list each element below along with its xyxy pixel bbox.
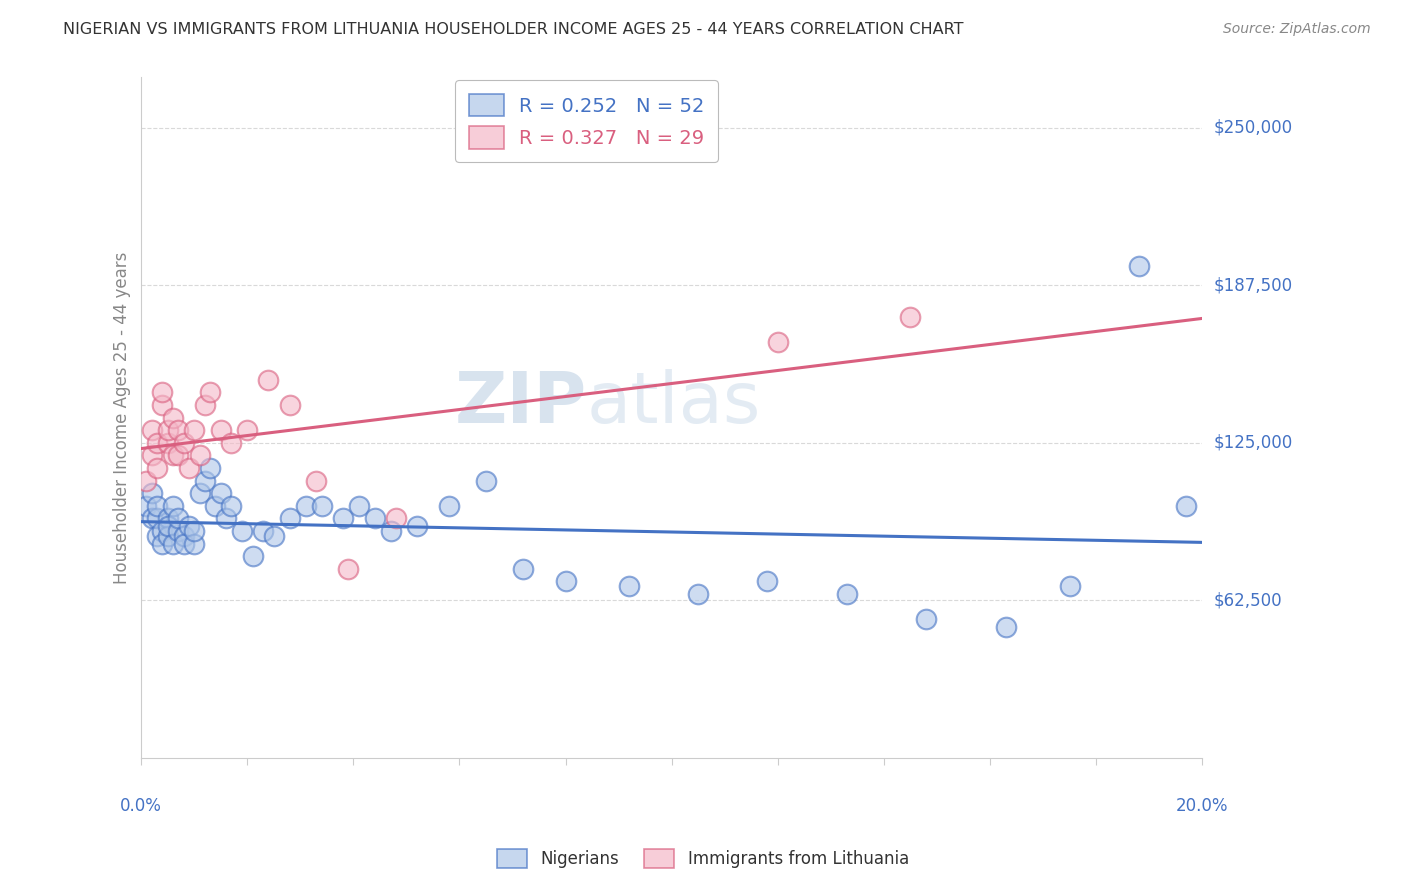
- Point: [146, 499, 169, 513]
- Point: [150, 398, 173, 412]
- Point: [167, 524, 190, 538]
- Point: [156, 519, 179, 533]
- Point: [183, 423, 205, 437]
- Point: [380, 524, 402, 538]
- Point: [305, 474, 328, 488]
- Text: $187,500: $187,500: [1213, 277, 1292, 294]
- Point: [278, 511, 301, 525]
- Point: [162, 410, 184, 425]
- Point: [1175, 499, 1198, 513]
- Point: [915, 612, 938, 626]
- Point: [221, 435, 243, 450]
- Point: [1059, 579, 1081, 593]
- Point: [209, 423, 232, 437]
- Point: [1128, 260, 1150, 274]
- Text: ZIP: ZIP: [454, 369, 586, 439]
- Point: [619, 579, 641, 593]
- Text: $250,000: $250,000: [1213, 119, 1292, 136]
- Point: [146, 511, 169, 525]
- Point: [183, 536, 205, 550]
- Point: [162, 536, 184, 550]
- Point: [177, 519, 200, 533]
- Point: [385, 511, 408, 525]
- Point: [231, 524, 253, 538]
- Text: 0.0%: 0.0%: [121, 797, 162, 814]
- Y-axis label: Householder Income Ages 25 - 44 years: Householder Income Ages 25 - 44 years: [114, 252, 131, 583]
- Point: [141, 486, 163, 500]
- Point: [156, 529, 179, 543]
- Point: [167, 511, 190, 525]
- Point: [150, 385, 173, 400]
- Point: [406, 519, 429, 533]
- Point: [156, 511, 179, 525]
- Point: [236, 423, 259, 437]
- Point: [173, 529, 195, 543]
- Point: [167, 423, 190, 437]
- Point: [146, 461, 169, 475]
- Point: [162, 448, 184, 462]
- Point: [363, 511, 385, 525]
- Point: [135, 499, 157, 513]
- Point: [332, 511, 354, 525]
- Point: [141, 448, 163, 462]
- Text: Source: ZipAtlas.com: Source: ZipAtlas.com: [1223, 22, 1371, 37]
- Point: [150, 524, 173, 538]
- Point: [835, 587, 858, 601]
- Point: [221, 499, 243, 513]
- Point: [177, 461, 200, 475]
- Point: [198, 385, 221, 400]
- Point: [141, 511, 163, 525]
- Point: [167, 448, 190, 462]
- Point: [437, 499, 460, 513]
- Point: [900, 310, 922, 324]
- Point: [162, 499, 184, 513]
- Point: [278, 398, 301, 412]
- Point: [146, 529, 169, 543]
- Point: [146, 435, 169, 450]
- Text: $125,000: $125,000: [1213, 434, 1292, 451]
- Point: [512, 562, 534, 576]
- Text: NIGERIAN VS IMMIGRANTS FROM LITHUANIA HOUSEHOLDER INCOME AGES 25 - 44 YEARS CORR: NIGERIAN VS IMMIGRANTS FROM LITHUANIA HO…: [63, 22, 963, 37]
- Point: [156, 423, 179, 437]
- Point: [257, 373, 280, 387]
- Point: [209, 486, 232, 500]
- Point: [156, 435, 179, 450]
- Text: atlas: atlas: [586, 369, 761, 439]
- Point: [242, 549, 264, 563]
- Point: [475, 474, 498, 488]
- Point: [141, 423, 163, 437]
- Point: [688, 587, 710, 601]
- Text: $62,500: $62,500: [1213, 591, 1282, 609]
- Point: [337, 562, 360, 576]
- Point: [311, 499, 333, 513]
- Point: [183, 524, 205, 538]
- Legend: Nigerians, Immigrants from Lithuania: Nigerians, Immigrants from Lithuania: [491, 842, 915, 875]
- Point: [766, 334, 789, 349]
- Point: [194, 474, 217, 488]
- Point: [150, 536, 173, 550]
- Point: [173, 536, 195, 550]
- Point: [347, 499, 370, 513]
- Point: [263, 529, 285, 543]
- Point: [215, 511, 238, 525]
- Point: [756, 574, 779, 589]
- Legend: R = 0.252   N = 52, R = 0.327   N = 29: R = 0.252 N = 52, R = 0.327 N = 29: [456, 80, 718, 162]
- Point: [198, 461, 221, 475]
- Point: [188, 486, 211, 500]
- Point: [994, 620, 1017, 634]
- Point: [554, 574, 576, 589]
- Point: [173, 435, 195, 450]
- Point: [252, 524, 274, 538]
- Point: [194, 398, 217, 412]
- Point: [188, 448, 211, 462]
- Point: [294, 499, 316, 513]
- Point: [135, 474, 157, 488]
- Point: [204, 499, 226, 513]
- Text: 20.0%: 20.0%: [1175, 797, 1229, 814]
